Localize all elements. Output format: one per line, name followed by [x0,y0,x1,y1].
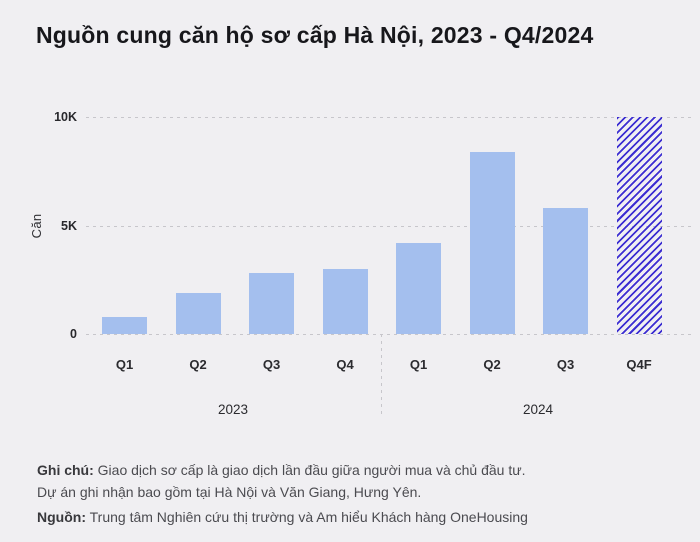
y-axis-label: Căn [28,213,44,238]
x-tick-2024-Q2: Q2 [483,357,501,372]
year-label-2024: 2024 [522,402,554,417]
bar-2024-Q2 [469,152,515,334]
y-tick-10k: 10K [54,110,77,124]
x-tick-2023-Q3: Q3 [262,357,281,372]
chart-title: Nguồn cung căn hộ sơ cấp Hà Nội, 2023 - … [36,22,594,48]
x-tick-2024-Q4F: Q4F [626,357,652,372]
year-label-2023: 2023 [217,402,249,417]
source-text: Trung tâm Nghiên cứu thị trường và Am hi… [89,509,528,525]
note-line-2: Dự án ghi nhận bao gồm tại Hà Nội và Văn… [37,481,528,503]
x-tick-2023-Q4: Q4 [336,357,354,372]
bar-2023-Q3 [249,273,294,334]
note-text-2: Dự án ghi nhận bao gồm tại Hà Nội và Văn… [37,484,422,500]
x-tick-2023-Q1: Q1 [115,357,134,372]
bar-2024-Q1 [396,243,441,334]
gridline-baseline [86,334,695,335]
note-line-1: Ghi chú: Giao dịch sơ cấp là giao dịch l… [37,459,528,481]
note-text-1: Giao dịch sơ cấp là giao dịch lần đầu gi… [97,462,526,478]
y-tick-5k: 5K [61,218,77,233]
source-line: Nguồn: Trung tâm Nghiên cứu thị trường v… [37,506,528,528]
x-tick-2024-Q1: Q1 [409,357,428,372]
chart-footnotes: Ghi chú: Giao dịch sơ cấp là giao dịch l… [37,459,528,528]
gridline-10k [86,117,695,118]
gridline-5k [86,225,695,227]
bar-2024-Q3 [543,208,588,334]
x-tick-2023-Q2: Q2 [189,357,207,372]
bar-2023-Q2 [175,293,221,334]
x-tick-2024-Q3: Q3 [556,357,575,372]
bar-2023-Q1 [102,317,147,334]
y-tick-0: 0 [70,327,77,341]
bar-2023-Q4 [322,269,368,334]
plot-area: 10K 5K 0 Căn 2023 2024 Q1 Q2 Q3 Q4 Q1 Q2 Q3 Q4F [29,110,695,417]
note-label: Ghi chú: [37,462,94,478]
bar-forecast-2024-Q4F [616,117,662,334]
source-label: Nguồn: [37,509,86,525]
year-divider [381,334,382,417]
